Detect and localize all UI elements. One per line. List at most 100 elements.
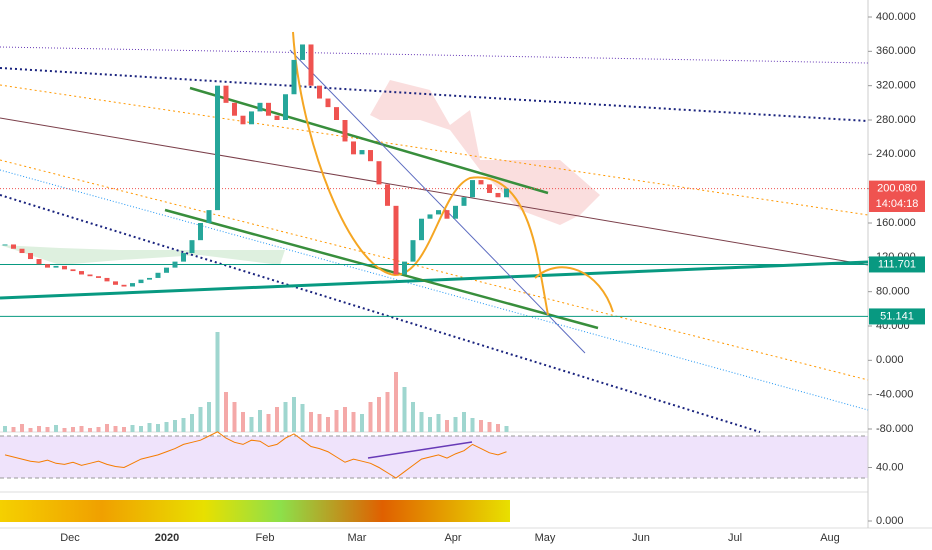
y-tick-label: 280.000 — [876, 114, 916, 126]
volume-bar — [207, 402, 211, 432]
rsi-band — [0, 436, 868, 478]
candle — [325, 98, 331, 108]
candle — [198, 223, 203, 241]
x-tick-label: Jun — [632, 532, 650, 544]
candle — [436, 210, 441, 215]
volume-bar — [241, 412, 245, 432]
candle — [461, 197, 467, 206]
candle — [11, 244, 16, 249]
candle — [283, 94, 288, 120]
candle — [342, 120, 348, 142]
candle — [113, 281, 118, 285]
y-tick-label: 400.000 — [876, 11, 916, 23]
volume-bar — [385, 392, 390, 432]
candle — [334, 107, 339, 120]
candle — [376, 161, 382, 185]
volume-bar — [283, 402, 288, 432]
volume-bar — [173, 420, 177, 432]
candle — [410, 240, 416, 262]
candle — [172, 261, 178, 268]
candle — [232, 102, 237, 116]
cloud — [370, 80, 600, 225]
volume-bar — [122, 427, 126, 432]
volume-bar — [130, 425, 135, 432]
price-badge — [869, 308, 925, 325]
volume-bar — [368, 402, 373, 432]
y-tick-label: -40.000 — [876, 389, 913, 401]
candle — [104, 277, 110, 282]
trendline — [0, 260, 869, 300]
volume-bar — [181, 418, 186, 432]
candle — [359, 150, 365, 155]
candle — [308, 44, 314, 86]
countdown: 14:04:18 — [876, 198, 919, 210]
price-badge-label: 51.141 — [880, 310, 914, 322]
candle — [181, 253, 186, 262]
cloud — [0, 245, 285, 265]
volume-bar — [428, 417, 432, 432]
volume-bar — [462, 412, 466, 432]
candle — [206, 210, 212, 223]
candle — [487, 184, 492, 193]
volume-bar — [266, 414, 271, 432]
candle — [504, 188, 509, 198]
x-tick-label: Dec — [60, 532, 80, 544]
y-tick-label: 320.000 — [876, 80, 916, 92]
trendline — [289, 49, 586, 354]
x-tick-label: Jul — [728, 532, 742, 544]
x-tick-label: May — [535, 532, 556, 544]
rsi-line — [4, 431, 507, 479]
price-badge-label: 111.701 — [878, 258, 916, 270]
volume-bar — [71, 427, 75, 432]
candle — [189, 240, 195, 254]
candle — [28, 253, 33, 260]
volume-bar — [232, 402, 237, 432]
price-badge-label: 200.080 — [877, 183, 917, 195]
candle — [240, 115, 246, 125]
x-tick-label: 2020 — [155, 532, 179, 544]
candle — [427, 214, 433, 219]
volume-bar — [258, 410, 262, 432]
volume-bar — [20, 424, 24, 432]
volume-bar — [37, 426, 41, 432]
volume-bar — [275, 407, 279, 432]
y-tick-label: 240.000 — [876, 148, 916, 160]
candle — [53, 265, 59, 268]
volume-bar — [479, 420, 483, 432]
volume-bar — [11, 427, 16, 432]
y-tick-label: 80.000 — [876, 286, 910, 298]
volume-bar — [88, 428, 92, 432]
candle — [19, 248, 25, 254]
volume-bar — [79, 426, 84, 432]
volume-bar — [402, 387, 407, 432]
volume-bar — [445, 420, 449, 432]
y-tick-label: 0.000 — [876, 515, 904, 527]
volume-bar — [343, 407, 347, 432]
candle — [266, 102, 271, 116]
volume-bar — [249, 417, 254, 432]
candle — [87, 274, 93, 277]
volume-bar — [190, 414, 194, 432]
volume-bar — [62, 428, 67, 432]
volume-bar — [164, 422, 169, 432]
price-badge — [869, 256, 925, 273]
volume-bar — [96, 427, 101, 432]
trendline — [0, 169, 869, 411]
y-tick-label: 0.000 — [876, 354, 904, 366]
x-tick-label: Feb — [256, 532, 275, 544]
candle — [249, 111, 254, 125]
candle — [368, 150, 373, 162]
candle — [62, 265, 67, 270]
price-badge — [869, 180, 925, 197]
volume-bar — [436, 414, 441, 432]
volume-bar — [3, 426, 7, 432]
candle — [96, 276, 101, 278]
candle — [300, 44, 305, 60]
volume-bar — [351, 412, 356, 432]
volume-bar — [496, 424, 500, 432]
trendline — [0, 159, 869, 381]
volume-bar — [147, 423, 152, 432]
volume-bar — [105, 424, 109, 432]
candle — [385, 184, 390, 206]
